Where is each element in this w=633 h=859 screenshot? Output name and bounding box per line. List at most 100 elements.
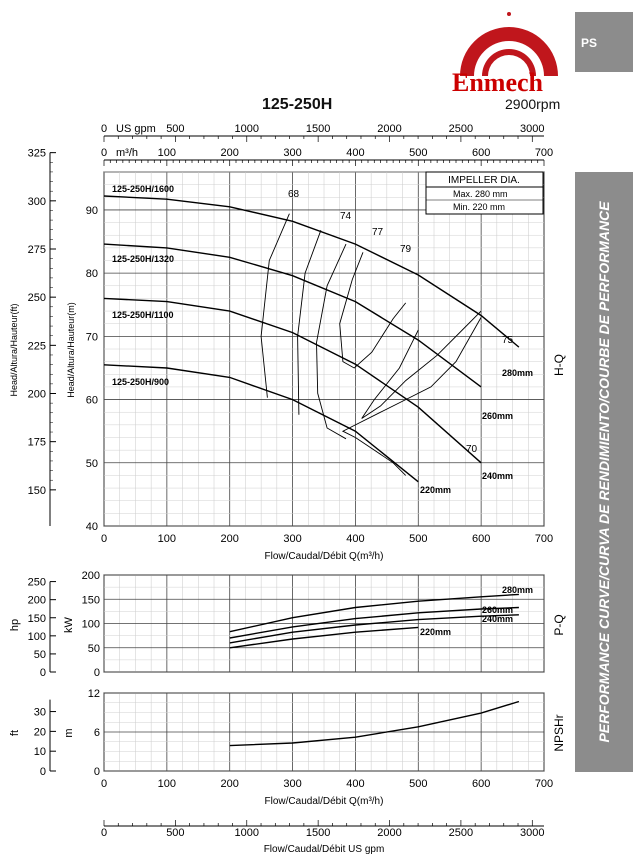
hq-xtick: 200 [221,533,239,545]
power-curve-label: 240mm [482,614,513,624]
hq-curve-label: 125-250H/1600 [112,184,174,194]
efficiency-label: 74 [340,211,352,222]
power-ylabel-hp: hp [9,619,21,631]
hq-ytick-m: 70 [86,331,98,343]
hq-curve-label: 125-250H/900 [112,377,169,387]
gpm-bottom-ticklabel: 1500 [306,827,330,839]
hq-diameter-label: 220mm [420,485,451,495]
hq-ytick-ft: 325 [28,148,46,160]
npsh-xlabel: Flow/Caudal/Débit Q(m³/h) [265,796,384,807]
hq-curve-label: 125-250H/1100 [112,310,174,320]
hq-ytick-ft: 225 [28,340,46,352]
gpm-top-ticklabel: 3000 [520,123,544,135]
npsh-ylabel-ft: ft [9,730,21,736]
efficiency-curve-70 [341,317,482,476]
hq-ylabel-m: Head/Altura/Hauteur(m) [66,302,76,398]
power-curve-240mm [229,614,519,644]
efficiency-curve-79 [339,252,407,369]
npsh-xtick: 100 [158,778,176,790]
power-ytick-hp: 250 [28,577,46,589]
impeller-title: IMPELLER DIA. [448,175,520,186]
npsh-ytick-ft: 20 [34,726,46,738]
power-section-label: P-Q [552,614,566,635]
hq-ytick-ft: 300 [28,196,46,208]
brand-name: Enmech [452,68,543,97]
hq-ytick-ft: 200 [28,389,46,401]
m3h-top-ticklabel: 700 [535,147,553,159]
hq-ytick-m: 60 [86,395,98,407]
power-ytick-hp: 200 [28,595,46,607]
gpm-top-ticklabel: 0 [101,123,107,135]
gpm-bottom-ticklabel: 3000 [520,827,544,839]
gpm-top-ticklabel: 1000 [235,123,259,135]
hq-xtick: 0 [101,533,107,545]
rpm-label: 2900rpm [505,96,561,112]
npsh-ytick-m: 0 [94,766,100,778]
hq-curve-280mm [103,195,520,348]
gpm-bottom-label: Flow/Caudal/Débit US gpm [264,844,385,855]
efficiency-curve-74 [297,230,322,415]
power-curve-280mm [229,593,519,633]
npsh-ytick-m: 6 [94,727,100,739]
hq-xtick: 300 [283,533,301,545]
npsh-ylabel-m: m [63,728,75,737]
power-ytick-kw: 200 [82,570,100,582]
power-curve-220mm [229,626,419,649]
efficiency-label: 68 [288,189,300,200]
gpm-bottom-ticklabel: 2500 [449,827,473,839]
hq-diameter-label: 260mm [482,411,513,421]
efficiency-label: 79 [400,244,412,255]
hq-ytick-ft: 150 [28,485,46,497]
gpm-bottom-ticklabel: 1000 [235,827,259,839]
power-ylabel-kw: kW [63,616,75,633]
gpm-bottom-ticklabel: 2000 [377,827,401,839]
gpm-top-ticklabel: 500 [166,123,184,135]
enmech-logo-icon [460,12,558,76]
hq-ytick-m: 40 [86,521,98,533]
npsh-xtick: 0 [101,778,107,790]
hq-ytick-m: 90 [86,205,98,217]
efficiency-curve-77 [316,243,347,440]
npsh-ytick-ft: 0 [40,766,46,778]
power-ytick-hp: 50 [34,649,46,661]
power-ytick-kw: 0 [94,667,100,679]
npsh-xtick: 400 [346,778,364,790]
impeller-box [425,171,544,215]
efficiency-label: 70 [466,444,478,455]
m3h-top-ticklabel: 0 [101,147,107,159]
npsh-xtick: 300 [283,778,301,790]
efficiency-label: 75 [502,335,514,346]
npsh-ytick-ft: 10 [34,746,46,758]
power-curve-label: 260mm [482,605,513,615]
power-ytick-hp: 0 [40,667,46,679]
hq-ylabel-ft: Head/Altura/Hauteur(ft) [9,303,19,396]
power-ytick-kw: 50 [88,643,100,655]
power-ytick-kw: 150 [82,594,100,606]
power-ytick-hp: 100 [28,631,46,643]
hq-ytick-ft: 275 [28,244,46,256]
efficiency-label: 77 [372,227,384,238]
hq-curve-240mm [103,297,482,464]
hq-xlabel: Flow/Caudal/Débit Q(m³/h) [265,551,384,562]
gpm-top-ticklabel: 2500 [449,123,473,135]
hq-section-label: H-Q [552,354,566,376]
ps-tab-label: PS [581,36,598,50]
efficiency-curve-68 [260,213,290,398]
gpm-bottom-ticklabel: 500 [166,827,184,839]
m3h-top-ticklabel: 600 [472,147,490,159]
hq-ytick-ft: 250 [28,292,46,304]
power-ytick-kw: 100 [82,619,100,631]
m3h-top-axis-label: m³/h [116,147,138,159]
impeller-min: Min. 220 mm [453,202,505,212]
ps-tab: PS [575,12,633,72]
gpm-top-axis-label: US gpm [116,123,156,135]
hq-xtick: 600 [472,533,490,545]
hq-diameter-label: 240mm [482,471,513,481]
hq-xtick: 500 [409,533,427,545]
gpm-bottom-ticklabel: 0 [101,827,107,839]
hq-curve-label: 125-250H/1320 [112,254,174,264]
side-panel: PERFORMANCE CURVE/CURVA DE RENDIMIENTO/C… [575,172,633,772]
hq-curve-260mm [103,243,482,388]
model-title: 125-250H [262,96,333,113]
